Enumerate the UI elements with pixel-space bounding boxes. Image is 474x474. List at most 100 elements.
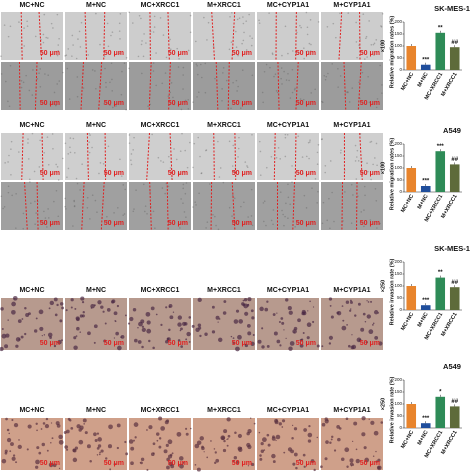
texture [262, 202, 265, 204]
texture [61, 71, 64, 74]
texture [301, 156, 304, 158]
cell [15, 461, 18, 464]
column-label: MC+CYP1A1 [267, 2, 309, 9]
texture [192, 166, 194, 169]
texture [367, 170, 369, 173]
cell [56, 424, 61, 428]
wound-edge [292, 181, 296, 231]
cell [17, 319, 22, 324]
texture [261, 91, 264, 94]
cell [266, 300, 269, 303]
texture [173, 148, 175, 150]
texture [72, 225, 74, 227]
texture [219, 167, 222, 169]
scale-bar-label: 50 μm [104, 460, 124, 467]
cell [237, 334, 242, 340]
texture [329, 160, 332, 162]
texture [110, 62, 113, 65]
cell [165, 306, 168, 309]
cell [158, 416, 163, 421]
texture [118, 30, 121, 32]
texture [232, 81, 234, 84]
cell [51, 437, 54, 440]
texture [279, 158, 282, 160]
cell [312, 306, 315, 308]
texture [317, 21, 320, 23]
texture [359, 221, 362, 224]
y-tick-label: 150 [394, 389, 402, 394]
wound-edge [343, 61, 347, 111]
micrograph [193, 182, 255, 230]
texture [128, 134, 131, 136]
texture [20, 79, 23, 82]
cell [102, 310, 105, 313]
cell [120, 336, 122, 338]
cell [42, 422, 46, 425]
texture [291, 181, 293, 183]
texture [67, 48, 70, 50]
texture [354, 144, 357, 147]
cell [377, 466, 381, 470]
texture [42, 33, 45, 36]
wound-edge [148, 61, 152, 111]
column-label: M+NC [86, 2, 106, 9]
texture [189, 14, 192, 17]
texture [132, 149, 134, 151]
cell [96, 432, 100, 435]
scale-bar-label: 50 μm [360, 170, 380, 177]
texture [146, 212, 148, 215]
texture [316, 163, 319, 166]
cell [74, 446, 79, 450]
texture [206, 39, 208, 41]
texture [88, 132, 90, 135]
cell [49, 336, 52, 339]
texture [291, 91, 294, 94]
significance: * [439, 389, 442, 395]
cell [57, 339, 62, 345]
cell [353, 421, 358, 426]
texture [303, 194, 306, 197]
texture [347, 12, 350, 14]
cell [11, 309, 16, 315]
texture [299, 24, 301, 27]
cell [80, 296, 85, 301]
cell [10, 442, 14, 446]
texture [346, 91, 349, 94]
cell [235, 346, 240, 352]
texture [10, 140, 13, 143]
texture [186, 166, 189, 169]
scale-bar-label: 50 μm [232, 170, 252, 177]
cell [182, 461, 185, 464]
texture [314, 178, 317, 180]
texture [328, 197, 330, 200]
texture [31, 94, 34, 96]
wound-edge [227, 61, 230, 111]
texture [282, 213, 284, 216]
cell [230, 335, 233, 338]
x-tick-label: M+NC [417, 72, 430, 89]
cell [227, 438, 229, 440]
significance: ## [451, 280, 458, 286]
texture [370, 43, 373, 46]
cell [297, 318, 301, 323]
texture [296, 31, 298, 34]
texture [214, 215, 216, 218]
cell [328, 335, 333, 340]
cell [266, 344, 270, 348]
scale-bar-label: 50 μm [40, 170, 60, 177]
texture [121, 70, 123, 73]
cell [244, 343, 247, 346]
texture [284, 215, 286, 218]
texture [309, 19, 312, 21]
cell [307, 432, 313, 438]
cell [281, 419, 286, 423]
cell [257, 339, 262, 344]
cell [172, 311, 175, 313]
texture [8, 105, 11, 108]
cell [259, 306, 264, 312]
texture [295, 52, 297, 54]
cell [331, 435, 334, 439]
texture [199, 63, 202, 66]
cell [167, 439, 173, 445]
